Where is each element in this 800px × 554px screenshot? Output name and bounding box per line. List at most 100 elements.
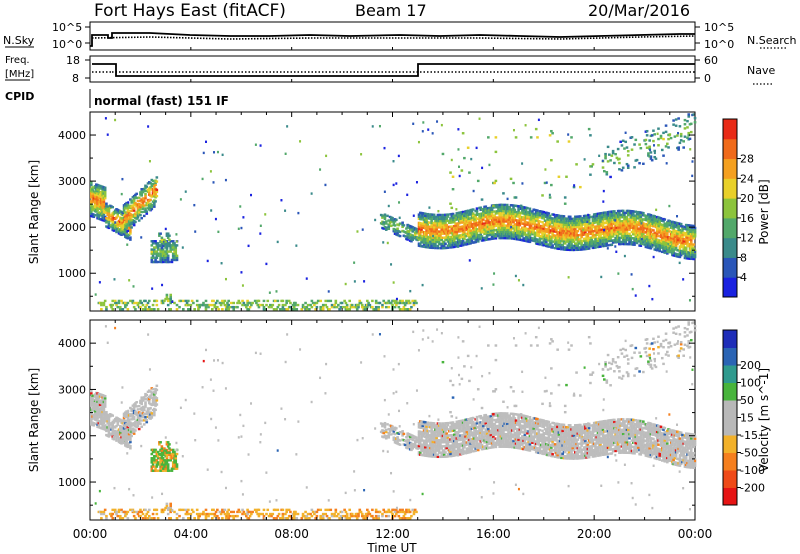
velocity-cell bbox=[111, 433, 115, 436]
power-cell bbox=[434, 246, 437, 250]
power-cell bbox=[474, 220, 478, 223]
velocity-cell bbox=[150, 467, 154, 470]
power-cell bbox=[625, 215, 629, 219]
power-cell bbox=[175, 258, 179, 262]
velocity-cell bbox=[166, 506, 170, 510]
power-cell bbox=[408, 229, 412, 232]
velocity-cell bbox=[149, 396, 152, 400]
power-cell bbox=[686, 119, 689, 123]
power-cell bbox=[132, 285, 135, 288]
power-cell bbox=[489, 225, 493, 228]
power-cell bbox=[377, 305, 380, 309]
power-cell bbox=[644, 138, 648, 142]
power-cell bbox=[509, 231, 513, 234]
power-cell bbox=[691, 160, 694, 163]
power-cell bbox=[659, 217, 663, 220]
power-cell bbox=[129, 232, 132, 235]
power-cell bbox=[451, 188, 455, 191]
velocity-cell bbox=[161, 469, 165, 472]
power-cell bbox=[512, 181, 515, 185]
power-cell bbox=[111, 299, 115, 303]
power-cell bbox=[666, 225, 669, 228]
power-cell bbox=[508, 216, 512, 219]
power-cell bbox=[426, 237, 430, 241]
power-cell bbox=[326, 299, 330, 303]
power-cell bbox=[630, 220, 634, 223]
power-cell bbox=[648, 155, 651, 158]
power-cell bbox=[594, 235, 597, 239]
power-cell bbox=[509, 177, 513, 181]
power-cell bbox=[555, 240, 558, 244]
power-cell bbox=[115, 230, 118, 234]
power-cell bbox=[229, 301, 233, 305]
power-cell bbox=[531, 237, 534, 240]
power-cell bbox=[424, 212, 427, 215]
power-cell bbox=[437, 230, 441, 233]
power-cell bbox=[653, 149, 657, 153]
power-cell bbox=[463, 214, 466, 218]
power-cell bbox=[219, 303, 223, 307]
power-cell bbox=[387, 225, 391, 228]
power-cell bbox=[455, 232, 459, 236]
power-cell bbox=[469, 235, 472, 239]
power-cell bbox=[418, 232, 422, 235]
power-cell bbox=[653, 231, 657, 235]
power-cell bbox=[295, 244, 298, 247]
power-cell bbox=[524, 208, 528, 212]
velocity-cell bbox=[107, 418, 111, 422]
power-cell bbox=[90, 196, 93, 199]
power-cell bbox=[96, 198, 99, 201]
power-cell bbox=[644, 142, 648, 146]
velocity-cell bbox=[116, 431, 120, 435]
power-cell bbox=[494, 212, 498, 215]
power-cell bbox=[116, 212, 120, 216]
power-cell bbox=[480, 224, 484, 228]
power-cell bbox=[628, 232, 631, 236]
power-cell bbox=[427, 221, 431, 224]
power-cell bbox=[512, 206, 515, 209]
freq-left-tick-low: 8 bbox=[72, 72, 79, 85]
power-cell bbox=[652, 235, 655, 238]
velocity-cell bbox=[142, 423, 146, 426]
power-cell bbox=[429, 240, 432, 243]
power-cell bbox=[103, 215, 107, 219]
power-cell bbox=[412, 122, 415, 125]
power-cell bbox=[431, 240, 435, 243]
power-cell bbox=[392, 183, 395, 187]
velocity-cell bbox=[112, 435, 116, 439]
power-cell bbox=[116, 221, 120, 224]
velocity-cell bbox=[164, 463, 167, 466]
power-cell bbox=[142, 214, 146, 218]
power-cell bbox=[689, 241, 693, 244]
power-cell bbox=[621, 139, 625, 142]
power-cell bbox=[458, 221, 461, 225]
power-cell bbox=[533, 239, 537, 243]
power-cell bbox=[532, 229, 536, 232]
power-cell bbox=[275, 290, 278, 293]
power-cell bbox=[383, 215, 387, 218]
power-cell bbox=[529, 136, 533, 139]
power-cell bbox=[156, 242, 160, 245]
power-cell bbox=[392, 221, 396, 225]
power-cell bbox=[510, 237, 514, 240]
power-cell bbox=[121, 308, 125, 311]
power-cell bbox=[319, 299, 322, 303]
power-cell bbox=[553, 226, 557, 229]
velocity-cell bbox=[169, 504, 173, 508]
power-cell bbox=[542, 239, 546, 243]
power-cell bbox=[684, 246, 688, 250]
velocity-cell bbox=[113, 420, 117, 423]
power-cell bbox=[103, 190, 107, 194]
power-cell bbox=[437, 238, 441, 242]
power-cell bbox=[633, 243, 636, 246]
velocity-cell bbox=[171, 463, 175, 466]
power-cell bbox=[208, 303, 212, 307]
power-cell bbox=[100, 303, 103, 307]
power-cell bbox=[153, 248, 156, 251]
power-cell bbox=[255, 301, 258, 305]
power-cell bbox=[408, 301, 412, 305]
power-cell bbox=[214, 217, 217, 221]
power-cell bbox=[185, 301, 189, 305]
power-cell bbox=[618, 238, 621, 242]
power-cell bbox=[658, 243, 662, 247]
